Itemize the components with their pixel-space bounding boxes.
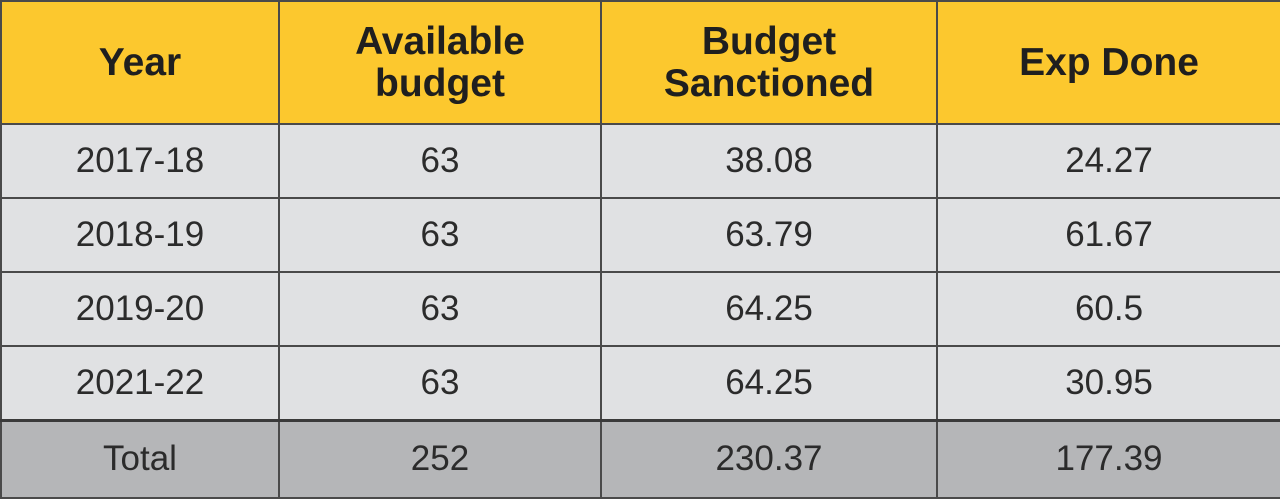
- header-budget-sanctioned-line2: Sanctioned: [663, 61, 875, 105]
- table-row: 2021-22 63 64.25 30.95: [0, 345, 1280, 421]
- cell-exp-done: 61.67: [936, 197, 1280, 273]
- cell-budget-sanctioned: 64.25: [600, 271, 938, 347]
- total-label: Total: [0, 418, 280, 499]
- table-row: 2019-20 63 64.25 60.5: [0, 271, 1280, 347]
- cell-year: 2021-22: [0, 345, 280, 421]
- cell-budget-sanctioned: 38.08: [600, 123, 938, 199]
- header-row: Year Available budget Budget Sanctioned …: [0, 0, 1280, 125]
- cell-available-budget: 63: [278, 197, 602, 273]
- cell-available-budget: 63: [278, 271, 602, 347]
- total-available-budget: 252: [278, 418, 602, 499]
- total-exp-done: 177.39: [936, 418, 1280, 499]
- header-exp-done: Exp Done: [936, 0, 1280, 125]
- cell-exp-done: 24.27: [936, 123, 1280, 199]
- total-row: Total 252 230.37 177.39: [0, 418, 1280, 499]
- cell-exp-done: 60.5: [936, 271, 1280, 347]
- header-year: Year: [0, 0, 280, 125]
- cell-budget-sanctioned: 63.79: [600, 197, 938, 273]
- header-available-budget-line1: Available: [355, 19, 525, 63]
- cell-available-budget: 63: [278, 345, 602, 421]
- cell-budget-sanctioned: 64.25: [600, 345, 938, 421]
- header-budget-sanctioned: Budget Sanctioned: [600, 0, 938, 125]
- cell-year: 2019-20: [0, 271, 280, 347]
- cell-exp-done: 30.95: [936, 345, 1280, 421]
- cell-year: 2017-18: [0, 123, 280, 199]
- header-budget-sanctioned-line1: Budget: [701, 19, 837, 63]
- header-exp-done-label: Exp Done: [1019, 40, 1199, 84]
- header-available-budget: Available budget: [278, 0, 602, 125]
- total-budget-sanctioned: 230.37: [600, 418, 938, 499]
- table-row: 2018-19 63 63.79 61.67: [0, 197, 1280, 273]
- table-row: 2017-18 63 38.08 24.27: [0, 123, 1280, 199]
- cell-available-budget: 63: [278, 123, 602, 199]
- header-available-budget-line2: budget: [375, 61, 505, 105]
- cell-year: 2018-19: [0, 197, 280, 273]
- header-year-label: Year: [98, 40, 182, 84]
